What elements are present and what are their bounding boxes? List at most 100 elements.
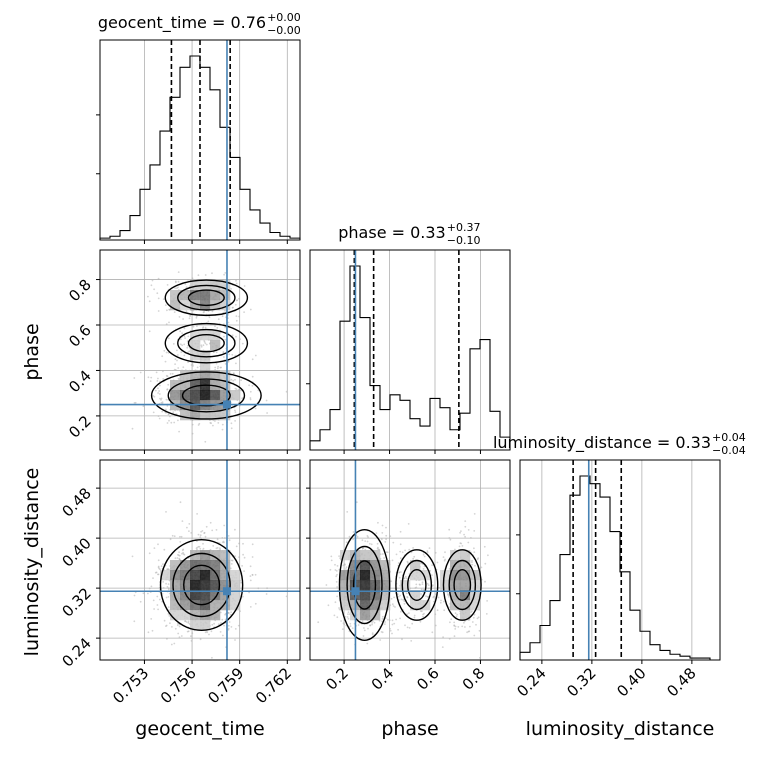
sample-point — [399, 530, 402, 533]
sample-point — [181, 549, 184, 552]
sample-point — [210, 630, 213, 633]
contour — [338, 528, 391, 642]
sample-point — [220, 622, 222, 624]
title-geocent-time: geocent_time = 0.76 +0.00−0.00 — [98, 11, 301, 37]
sample-point — [197, 424, 200, 426]
sample-point — [168, 615, 171, 617]
sample-point — [342, 564, 345, 567]
sample-point — [412, 557, 415, 560]
density-cell — [370, 600, 381, 611]
sample-point — [240, 379, 243, 382]
sample-point — [188, 530, 190, 532]
sample-point — [195, 315, 198, 318]
density-cell — [220, 290, 231, 301]
sample-point — [400, 610, 402, 613]
sample-point — [392, 605, 395, 607]
sample-point — [150, 618, 153, 620]
contour — [187, 333, 225, 353]
sample-point — [423, 555, 426, 558]
sample-point — [222, 351, 225, 354]
density-cell — [220, 580, 231, 591]
sample-point — [185, 286, 188, 289]
sample-point — [392, 541, 395, 544]
sample-point — [212, 424, 214, 427]
sample-point — [448, 596, 450, 598]
density-cell — [450, 590, 461, 601]
sample-point — [217, 623, 220, 625]
sample-point — [349, 625, 352, 627]
sample-point — [376, 542, 379, 545]
sample-point — [196, 366, 199, 369]
density-cell — [170, 380, 181, 391]
sample-point — [159, 384, 161, 387]
sample-point — [178, 636, 181, 639]
sample-point — [202, 326, 205, 328]
sample-point — [230, 378, 233, 381]
sample-point — [199, 547, 202, 550]
sample-point — [343, 563, 346, 566]
sample-point — [238, 297, 240, 300]
density-cell — [410, 560, 421, 571]
title-minus: −0.04 — [712, 444, 746, 457]
sample-point — [168, 419, 170, 422]
density-cell — [210, 580, 221, 591]
sample-point — [411, 622, 414, 625]
sample-point — [162, 370, 164, 373]
sample-point — [157, 543, 159, 546]
sample-point — [414, 587, 417, 589]
density-cell — [230, 590, 241, 601]
sample-point — [165, 408, 167, 411]
sample-point — [179, 541, 182, 543]
sample-point — [460, 530, 462, 532]
density-cell — [180, 380, 191, 391]
sample-point — [178, 557, 181, 560]
sample-point — [385, 534, 388, 537]
sample-point — [448, 638, 451, 640]
sample-point — [397, 628, 399, 631]
x-tick-label: 0.48 — [663, 664, 699, 700]
sample-point — [166, 284, 169, 286]
sample-point — [251, 573, 254, 576]
sample-point — [133, 402, 136, 404]
x-tick-label: 0.4 — [368, 664, 398, 694]
density-cell — [200, 580, 211, 591]
sample-point — [157, 377, 159, 380]
sample-point — [401, 551, 404, 554]
sample-point — [443, 609, 446, 612]
sample-point — [441, 646, 444, 648]
sample-point — [221, 428, 224, 431]
sample-point — [203, 340, 206, 342]
sample-point — [399, 557, 402, 560]
sample-point — [190, 364, 193, 366]
sample-point — [235, 362, 237, 365]
density-cell — [220, 560, 231, 571]
density-cell — [210, 280, 221, 291]
x-tick-label: 0.24 — [513, 664, 549, 700]
sample-point — [153, 608, 156, 610]
sample-point — [177, 367, 180, 369]
sample-point — [157, 387, 159, 390]
sample-point — [391, 603, 394, 606]
sample-point — [139, 600, 142, 603]
sample-point — [168, 609, 170, 612]
sample-point — [384, 621, 387, 623]
sample-point — [431, 564, 433, 567]
sample-point — [249, 308, 252, 311]
sample-point — [251, 375, 254, 378]
sample-point — [476, 617, 479, 620]
title-phase: phase = 0.33 +0.37−0.10 — [338, 221, 480, 247]
density-cell — [450, 570, 461, 581]
histogram-frame-luminosity-distance — [519, 459, 721, 661]
sample-point — [232, 379, 235, 382]
sample-point — [381, 620, 383, 623]
density-cell — [190, 330, 201, 341]
sample-point — [166, 309, 168, 312]
density-cell — [210, 550, 221, 561]
x-tick-label: 0.40 — [613, 664, 649, 700]
density-cell — [200, 610, 211, 621]
contour — [407, 568, 427, 602]
sample-point — [229, 613, 232, 616]
density-cell — [220, 280, 231, 291]
sample-point — [167, 337, 170, 340]
